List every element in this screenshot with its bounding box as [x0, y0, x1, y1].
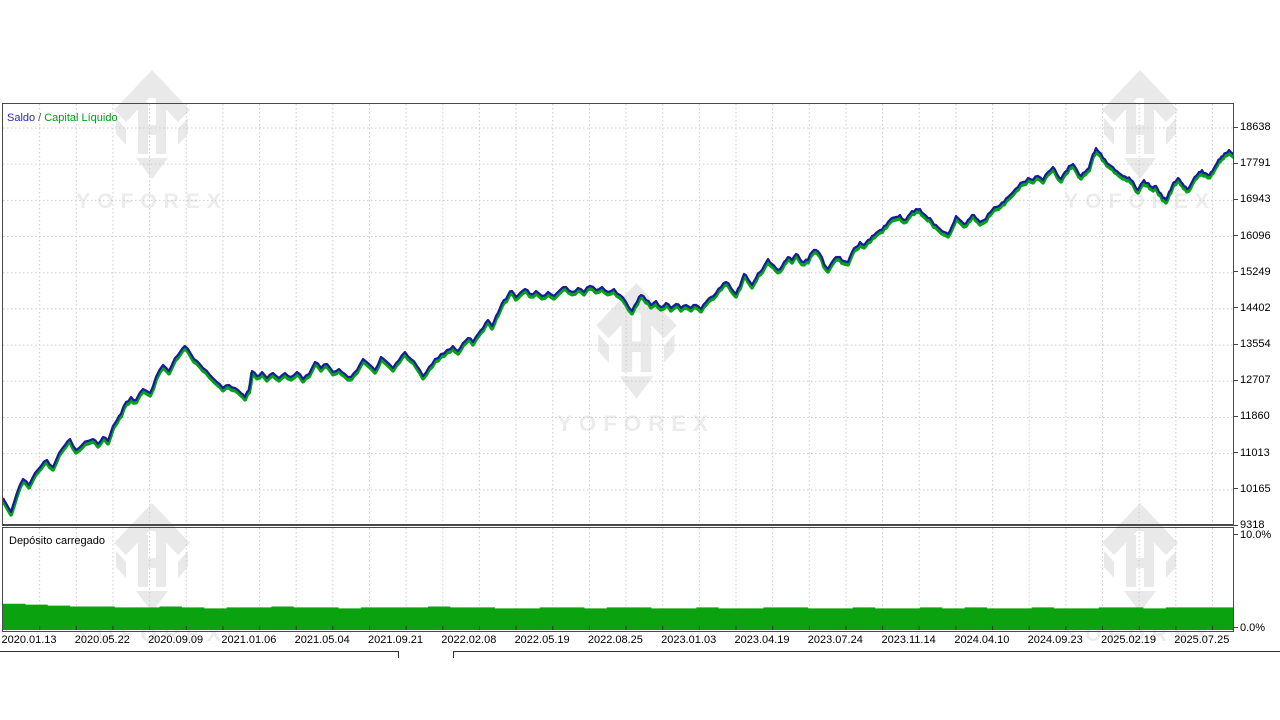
y-axis-label: 16096	[1240, 229, 1271, 242]
percent-axis-tick	[1233, 627, 1238, 628]
legend-equity-label: Capital Líquido	[44, 112, 118, 124]
y-axis-tick	[1233, 415, 1238, 417]
y-axis-tick	[1233, 379, 1238, 381]
x-axis-label: 2024.04.10	[954, 634, 1010, 646]
balance-line	[3, 146, 1233, 514]
y-axis-label: 11013	[1240, 446, 1270, 459]
deposit-load-area	[3, 603, 1233, 630]
x-axis-label: 2022.08.25	[587, 634, 643, 646]
legend-separator: /	[38, 112, 42, 124]
x-axis-label: 2024.09.23	[1027, 634, 1083, 646]
y-axis-tick	[1233, 307, 1238, 309]
y-axis-tick	[1233, 488, 1238, 490]
equity-line	[3, 148, 1233, 517]
x-axis-label: 2021.05.04	[294, 634, 350, 646]
deposit-load-panel: Depósito carregado	[2, 527, 1234, 632]
x-axis-label: 2022.05.19	[514, 634, 570, 646]
deposit-max-label: 10.0%	[1240, 529, 1272, 541]
bottom-bracket-right-tick	[453, 651, 454, 658]
x-axis-label: 2023.07.24	[807, 634, 863, 646]
x-axis-label: 2023.11.14	[881, 634, 936, 646]
y-axis-label: 15249	[1240, 265, 1271, 278]
y-axis-label: 16943	[1240, 193, 1271, 206]
y-axis-label: 17791	[1240, 157, 1271, 170]
y-axis-label: 18638	[1240, 121, 1271, 133]
y-axis-tick	[1233, 524, 1238, 526]
balance-equity-chart	[3, 104, 1233, 524]
balance-chart-panel: Saldo / Capital Líquido	[2, 103, 1234, 526]
y-axis-tick	[1233, 235, 1238, 237]
x-axis-label: 2022.02.08	[441, 634, 497, 646]
x-axis-label: 2025.02.19	[1100, 634, 1157, 646]
y-axis-label: 14402	[1240, 301, 1271, 314]
y-axis-tick	[1233, 198, 1238, 200]
grid	[39, 528, 1213, 631]
percent-axis-tick	[1233, 534, 1238, 535]
x-axis-label: 2020.05.22	[74, 634, 130, 646]
deposit-load-chart	[3, 528, 1233, 631]
deposit-load-label: Depósito carregado	[9, 535, 106, 547]
y-axis-label: 11860	[1240, 410, 1270, 423]
y-axis-label: 9318	[1240, 519, 1265, 531]
legend-balance-label: Saldo	[7, 112, 36, 124]
chart-legend: Saldo / Capital Líquido	[7, 112, 118, 124]
x-axis-label: 2021.01.06	[221, 634, 277, 646]
y-axis-tick	[1233, 452, 1238, 454]
y-axis-tick	[1233, 343, 1238, 345]
bottom-bracket-right	[453, 651, 1280, 652]
x-axis-label: 2023.01.03	[661, 634, 717, 646]
bottom-bracket-left	[0, 651, 399, 652]
y-axis-tick	[1233, 271, 1238, 273]
deposit-min-label: 0.0%	[1240, 622, 1266, 634]
y-axis-tick	[1233, 162, 1238, 164]
x-axis-label: 2020.09.09	[148, 634, 204, 646]
x-axis-label: 2021.09.21	[367, 634, 424, 646]
x-axis-label: 2025.07.25	[1174, 634, 1230, 646]
y-axis-label: 13554	[1240, 338, 1271, 351]
y-axis-tick	[1233, 126, 1238, 128]
x-ticks	[39, 626, 1213, 630]
grid	[3, 104, 1233, 524]
y-axis-label: 10165	[1240, 482, 1271, 495]
x-axis-label: 2020.01.13	[1, 634, 57, 646]
x-axis-label: 2023.04.19	[734, 634, 790, 646]
y-axis-label: 12707	[1240, 374, 1271, 387]
bottom-bracket-left-tick	[398, 651, 399, 658]
